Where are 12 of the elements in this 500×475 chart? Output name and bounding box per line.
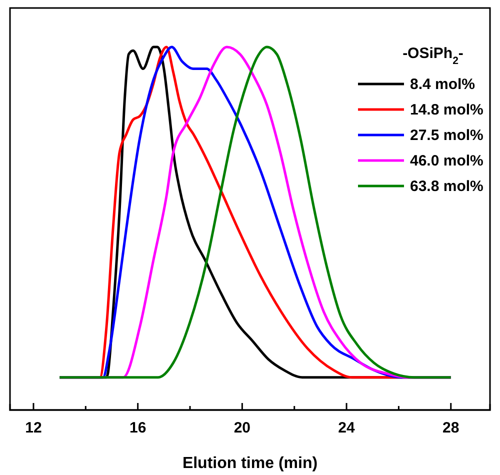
x-tick-label: 16 <box>129 420 146 437</box>
legend-label: 63.8 mol% <box>410 178 484 195</box>
legend-label: 27.5 mol% <box>410 127 484 144</box>
x-axis-title: Elution time (min) <box>182 455 318 472</box>
x-tick-label: 12 <box>25 420 42 437</box>
x-tick-label: 24 <box>338 420 356 437</box>
x-tick-label: 28 <box>442 420 460 437</box>
legend-label: 8.4 mol% <box>410 76 476 93</box>
legend-title: -OSiPh$_{2}$- <box>402 45 464 67</box>
x-tick-label: 20 <box>234 420 251 437</box>
legend-label: 14.8 mol% <box>410 102 484 118</box>
legend-label: 46.0 mol% <box>410 152 484 170</box>
